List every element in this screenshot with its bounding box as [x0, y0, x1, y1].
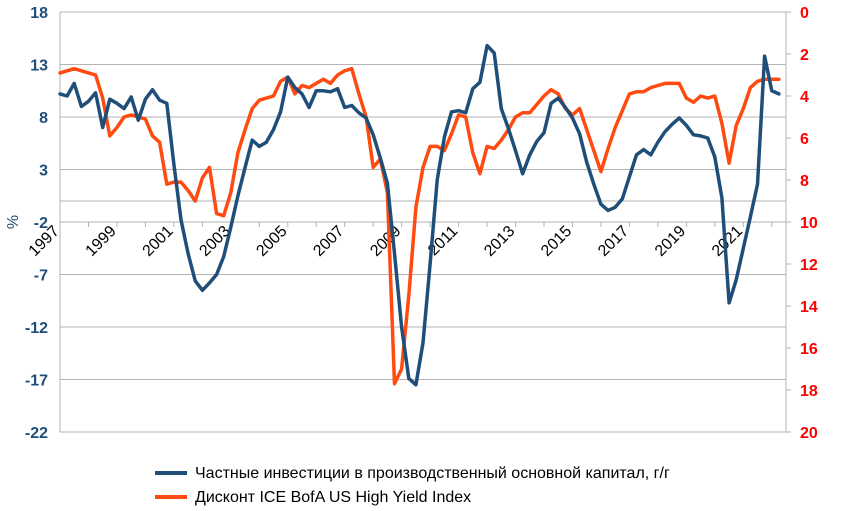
- right-axis-ticks: 0 2 4 6 8 10 12 14 16 18 20: [786, 5, 818, 442]
- left-tick-label: -2: [34, 215, 48, 232]
- y-axis-label-left: %: [5, 215, 22, 229]
- right-tick-label: 10: [800, 215, 818, 232]
- legend: Частные инвестиции в производственный ос…: [155, 465, 670, 506]
- left-tick-label: 18: [30, 5, 48, 22]
- left-tick-label: 13: [30, 58, 48, 75]
- x-tick-label: 2017: [595, 223, 632, 260]
- right-tick-label: 16: [800, 341, 818, 358]
- right-tick-label: 12: [800, 257, 818, 274]
- right-tick-label: 6: [800, 131, 809, 148]
- left-tick-label: -12: [25, 320, 48, 337]
- legend-label-investment: Частные инвестиции в производственный ос…: [195, 465, 670, 482]
- right-tick-label: 2: [800, 47, 809, 64]
- left-tick-label: -17: [25, 373, 48, 390]
- gridlines: [60, 11, 786, 433]
- right-tick-label: 4: [800, 89, 809, 106]
- x-tick-label: 2001: [140, 223, 177, 260]
- x-tick-label: 2015: [538, 223, 575, 260]
- x-tick-label: 2009: [367, 223, 404, 260]
- x-axis-ticks: 1997 1999 2001 2003 2005 2007 2009 2011 2013 2015…: [26, 222, 773, 260]
- left-axis-ticks: 18 13 8 3 -2 -7 -12 -17 -22: [25, 5, 48, 442]
- left-tick-label: 8: [39, 110, 48, 127]
- right-tick-label: 0: [800, 5, 809, 22]
- legend-label-hy-spread: Дисконт ICE BofA US High Yield Index: [195, 489, 471, 506]
- right-tick-label: 18: [800, 383, 818, 400]
- left-tick-label: 3: [39, 163, 48, 180]
- right-tick-label: 8: [800, 173, 809, 190]
- series-line-investment: [58, 43, 781, 387]
- left-tick-label: -22: [25, 425, 48, 442]
- x-tick-label: 2013: [481, 223, 518, 260]
- x-tick-label: 2005: [253, 223, 290, 260]
- x-tick-label: 1999: [83, 223, 120, 260]
- x-tick-label: 2019: [652, 223, 689, 260]
- x-tick-label: 2007: [310, 223, 347, 260]
- right-tick-label: 20: [800, 425, 818, 442]
- left-tick-label: -7: [34, 268, 48, 285]
- x-tick-label: 1997: [26, 223, 63, 260]
- right-tick-label: 14: [800, 299, 818, 316]
- series-layer: [58, 43, 781, 387]
- series-line-hy-spread: [58, 66, 781, 386]
